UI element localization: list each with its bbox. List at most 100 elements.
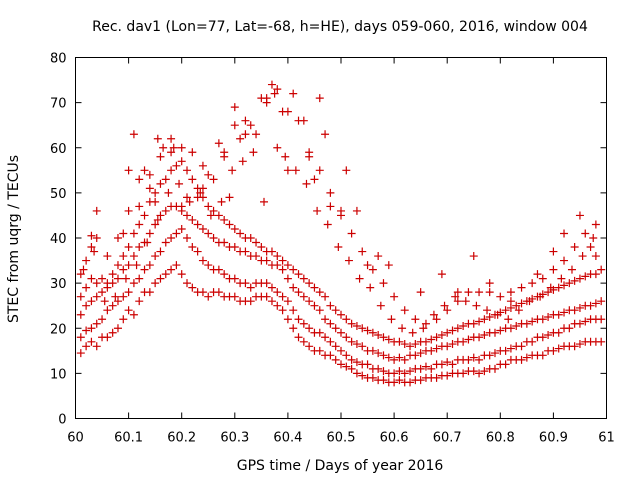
data-point — [198, 224, 207, 233]
data-point — [92, 319, 101, 328]
data-point — [206, 211, 215, 220]
data-point — [451, 292, 460, 301]
data-point — [76, 270, 85, 279]
data-point — [554, 310, 563, 319]
data-point — [475, 369, 484, 378]
data-point — [299, 274, 308, 283]
data-point — [98, 315, 107, 324]
data-point — [443, 371, 452, 380]
data-point — [145, 229, 154, 238]
data-point — [119, 315, 128, 324]
data-point — [305, 342, 314, 351]
data-point — [124, 288, 133, 297]
data-point — [100, 297, 109, 306]
data-point — [326, 202, 335, 211]
data-point — [443, 328, 452, 337]
data-point — [204, 292, 213, 301]
data-point — [260, 197, 269, 206]
data-point — [326, 301, 335, 310]
data-point — [565, 324, 574, 333]
data-point — [145, 261, 154, 270]
data-point — [419, 324, 428, 333]
data-point — [241, 247, 250, 256]
data-point — [108, 270, 117, 279]
data-points — [76, 80, 606, 387]
data-point — [459, 337, 468, 346]
data-point — [352, 358, 361, 367]
data-point — [326, 337, 335, 346]
data-point — [257, 94, 266, 103]
data-point — [289, 283, 298, 292]
data-point — [113, 234, 122, 242]
data-point — [368, 346, 377, 355]
data-point — [429, 310, 438, 319]
data-point — [448, 340, 457, 349]
data-point — [76, 349, 85, 358]
data-point — [220, 148, 229, 157]
data-point — [432, 373, 441, 382]
data-point — [557, 274, 566, 283]
data-point — [151, 252, 160, 261]
data-point — [597, 315, 606, 324]
axis-tick-labels: 60 60.1 60.2 60.3 60.4 60.5 60.6 60.7 60.8 60.9 61… — [50, 52, 615, 446]
data-point — [395, 376, 404, 385]
data-point — [299, 292, 308, 301]
data-point — [472, 301, 481, 310]
data-point — [289, 89, 298, 98]
data-point — [406, 378, 415, 387]
data-point — [273, 288, 282, 297]
data-point — [342, 362, 351, 371]
data-point — [156, 179, 165, 188]
data-point — [135, 220, 144, 229]
data-point — [230, 274, 239, 283]
data-point — [135, 243, 144, 252]
data-point — [368, 265, 377, 274]
data-point — [448, 326, 457, 335]
data-point — [82, 283, 91, 292]
data-point — [281, 152, 290, 161]
data-point — [151, 188, 160, 197]
data-point — [400, 369, 409, 378]
data-point — [119, 292, 128, 301]
data-point — [469, 367, 478, 376]
data-point — [363, 360, 372, 369]
data-point — [374, 331, 383, 340]
data-point — [177, 202, 186, 211]
data-point — [278, 306, 287, 315]
y-tick-label: 50 — [50, 187, 67, 202]
data-point — [368, 373, 377, 382]
data-point — [124, 166, 133, 175]
data-point — [124, 306, 133, 315]
data-point — [92, 342, 101, 351]
data-point — [278, 107, 287, 116]
data-point — [416, 349, 425, 358]
y-tick-label: 70 — [50, 97, 67, 112]
data-point — [220, 238, 229, 247]
data-point — [161, 238, 170, 247]
data-point — [315, 346, 324, 355]
data-point — [103, 306, 112, 315]
data-point — [323, 220, 332, 229]
data-point — [337, 346, 345, 355]
data-point — [512, 301, 521, 310]
data-point — [119, 229, 128, 238]
data-point — [230, 243, 239, 252]
data-point — [421, 362, 430, 371]
data-point — [342, 351, 351, 360]
data-point — [347, 355, 356, 364]
data-point — [485, 351, 494, 360]
data-point — [278, 265, 287, 274]
data-point — [129, 130, 138, 139]
data-point — [156, 274, 165, 283]
data-point — [230, 224, 239, 233]
data-point — [92, 279, 101, 288]
data-point — [416, 288, 425, 297]
data-point — [129, 229, 138, 238]
data-point — [204, 170, 213, 179]
data-point — [432, 333, 441, 342]
data-point — [283, 315, 292, 324]
x-tick-label: 60 — [67, 431, 84, 446]
data-point — [156, 152, 165, 161]
data-point — [76, 310, 85, 319]
data-point — [153, 134, 162, 143]
